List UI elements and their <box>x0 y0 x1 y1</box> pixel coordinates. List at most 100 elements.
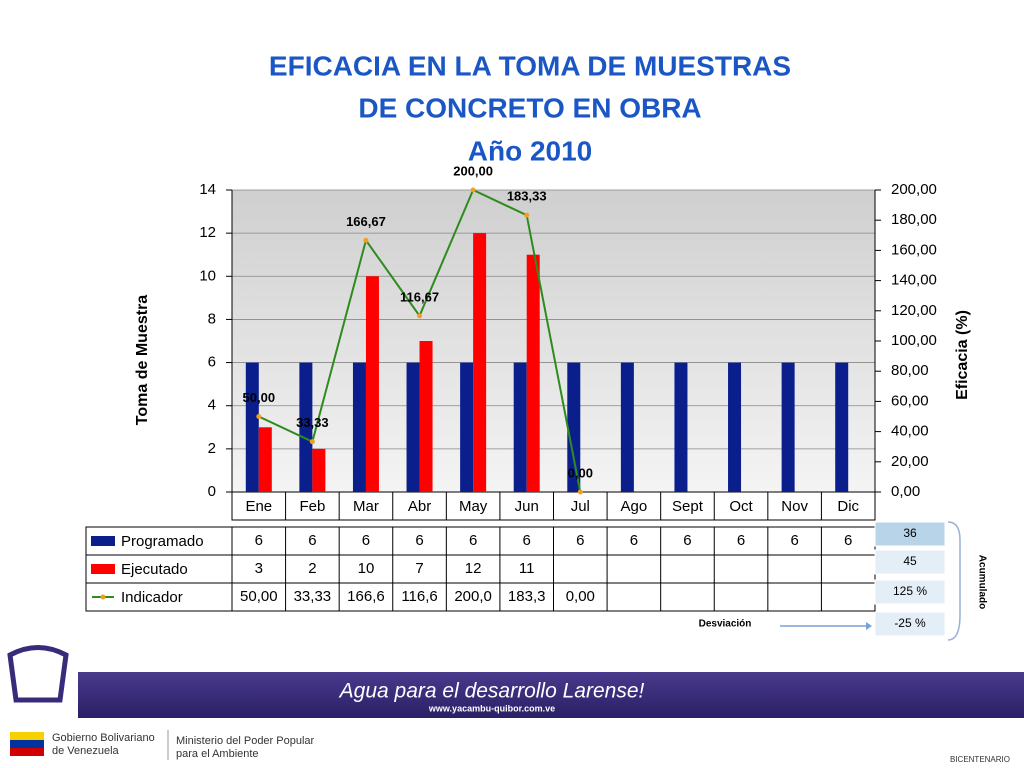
y-tick-label: 14 <box>199 181 216 198</box>
side-cell <box>874 579 946 605</box>
side-box: Acumulado Desviación <box>699 521 987 641</box>
bar <box>526 254 540 492</box>
table-cell: 0,00 <box>566 588 595 605</box>
y-tick-label: 12 <box>199 224 216 241</box>
data-label: 50,00 <box>243 390 276 405</box>
y2-tick-label: 120,00 <box>891 302 937 319</box>
table-cell: 2 <box>308 560 316 577</box>
logo <box>7 645 69 703</box>
x-tick-label: Sept <box>672 498 704 515</box>
side-cell <box>874 549 946 575</box>
gov: de Venezuela <box>52 745 120 757</box>
x-tick-label: Jun <box>515 498 539 515</box>
bar <box>473 233 487 492</box>
x-tick-label: Nov <box>781 498 808 515</box>
arrow-label: Desviación <box>699 619 752 630</box>
x-tick-label: Mar <box>353 498 379 515</box>
x-tick-label: Dic <box>837 498 859 515</box>
x-tick-label: Abr <box>408 498 431 515</box>
bar <box>567 362 581 492</box>
flag <box>10 740 44 748</box>
table-cell: 50,00 <box>240 588 278 605</box>
y2-tick-label: 180,00 <box>891 211 937 228</box>
bar <box>835 362 849 492</box>
table-cell: 33,33 <box>294 588 332 605</box>
table-cell: 116,6 <box>401 588 437 605</box>
table-cell: 6 <box>683 532 691 549</box>
x-tick-label: Feb <box>299 498 325 515</box>
flag <box>10 748 44 756</box>
title: EFICACIA EN LA TOMA DE MUESTRAS <box>269 50 791 81</box>
table-cell: 6 <box>308 532 316 549</box>
plot-area <box>232 190 875 492</box>
marker <box>417 313 423 319</box>
y2-tick-label: 160,00 <box>891 241 937 258</box>
bar <box>258 427 272 492</box>
legend-label: Ejecutado <box>121 561 188 578</box>
table-cell: 166,6 <box>347 588 385 605</box>
table-cell: 7 <box>415 560 423 577</box>
bar <box>513 362 527 492</box>
y-tick-label: 10 <box>199 267 216 284</box>
side-cell-text: 36 <box>903 526 917 540</box>
table-cell: 6 <box>630 532 638 549</box>
y-axis-title: Toma de Muestra <box>134 295 151 426</box>
arrow-head <box>866 622 872 630</box>
badge: BICENTENARIO <box>950 755 1010 764</box>
table-cell: 6 <box>844 532 852 549</box>
y2-tick-label: 140,00 <box>891 272 937 289</box>
side-cell <box>874 611 946 637</box>
y2-tick-label: 0,00 <box>891 483 920 500</box>
table-cell: 10 <box>358 560 375 577</box>
table-cell: 6 <box>576 532 584 549</box>
marker <box>577 489 583 495</box>
marker <box>256 414 262 419</box>
footer-band <box>0 672 1024 718</box>
y-tick-label: 0 <box>208 483 216 500</box>
data-label: 0,00 <box>568 465 593 480</box>
y2-tick-label: 40,00 <box>891 423 929 440</box>
x-tick-label: Jul <box>571 498 590 515</box>
marker <box>470 187 476 193</box>
table-cell: 6 <box>415 532 423 549</box>
footer: Agua para el desarrollo Larense! www.yac… <box>0 645 1024 764</box>
data-label: 116,67 <box>400 289 439 304</box>
bar <box>312 448 326 492</box>
bar <box>781 362 795 492</box>
side-cell-text: 45 <box>903 554 917 568</box>
table-cell: 6 <box>469 532 477 549</box>
bar <box>406 362 420 492</box>
table-cell: 200,0 <box>454 588 492 605</box>
table-cell: 6 <box>737 532 745 549</box>
legend-swatch <box>91 564 115 574</box>
x-tick-label: Ago <box>621 498 648 515</box>
marker <box>309 439 315 445</box>
y2-axis-title: Eficacia (%) <box>954 310 971 400</box>
bar <box>245 362 259 492</box>
y2-tick-label: 20,00 <box>891 453 929 470</box>
bracket <box>947 521 961 641</box>
y2-tick-label: 100,00 <box>891 332 937 349</box>
flag <box>10 732 44 740</box>
data-label: 166,67 <box>346 214 386 229</box>
y2-tick-label: 200,00 <box>891 181 937 198</box>
table-cell: 11 <box>519 560 535 577</box>
bar <box>674 362 688 492</box>
y-tick-label: 6 <box>208 354 216 371</box>
y-tick-label: 8 <box>208 310 216 327</box>
bar <box>299 362 313 492</box>
bar <box>728 362 742 492</box>
y-tick-label: 4 <box>208 397 216 414</box>
legend-marker <box>100 594 106 600</box>
table-cell: 12 <box>465 560 482 577</box>
legend-label: Indicador <box>121 589 183 606</box>
bar <box>352 362 366 492</box>
table-cell: 183,3 <box>508 588 546 605</box>
bar <box>365 276 379 492</box>
legend-swatch <box>91 536 115 546</box>
marker <box>524 212 530 218</box>
table-cell: 6 <box>790 532 798 549</box>
data-label: 200,00 <box>453 163 493 178</box>
x-tick-label: Oct <box>729 498 753 515</box>
